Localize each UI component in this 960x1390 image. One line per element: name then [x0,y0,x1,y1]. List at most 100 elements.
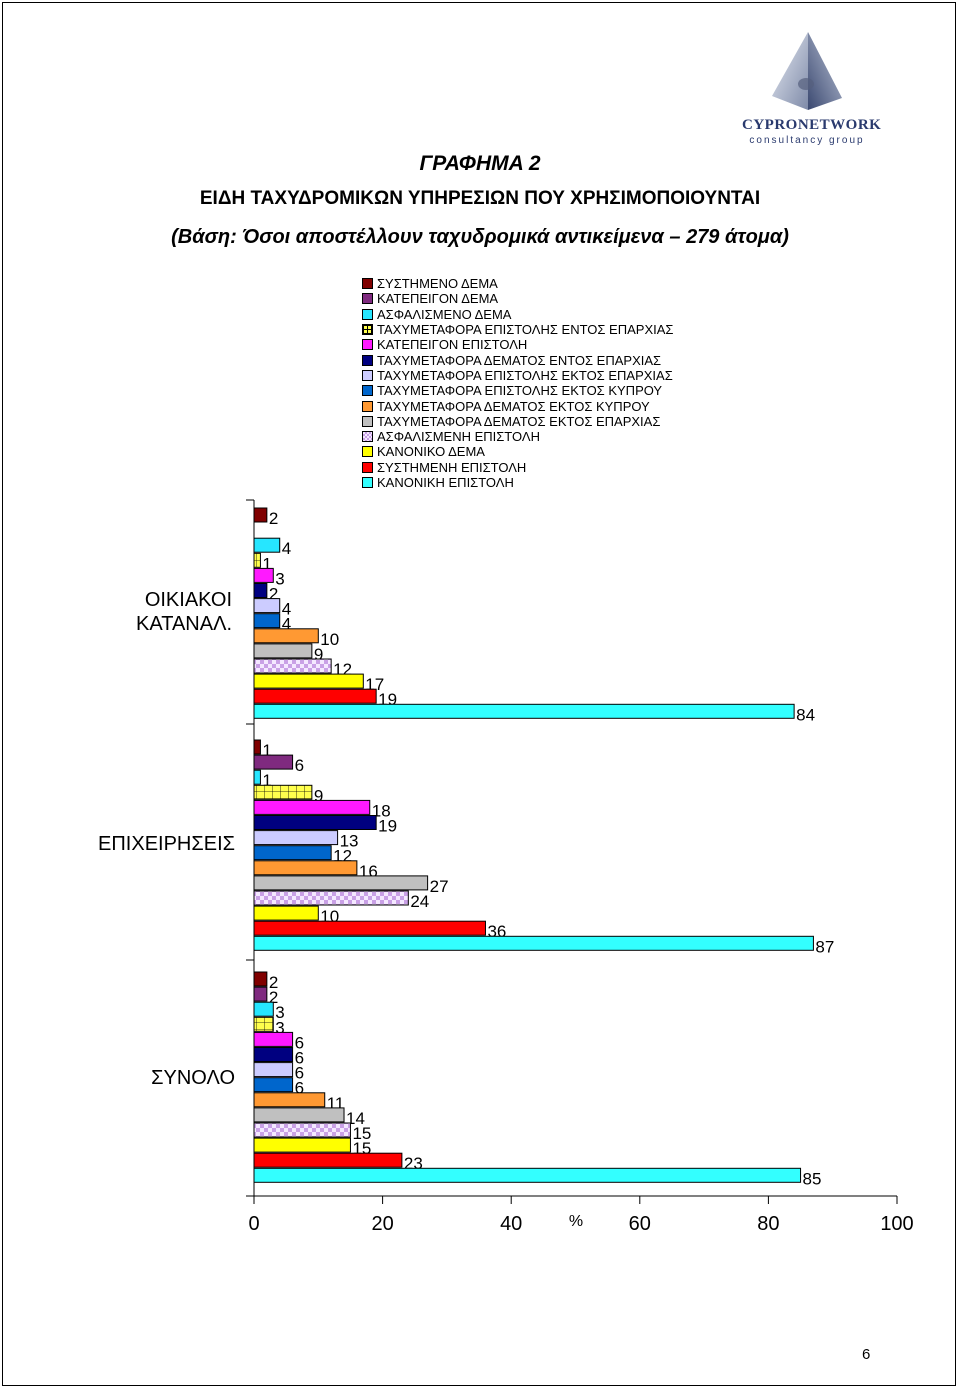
bar [253,1167,802,1183]
data-label: 3 [275,1018,284,1037]
x-tick-label: 0 [248,1213,259,1235]
chart-subtitle: (Βάση: Όσοι αποστέλλουν ταχυδρομικά αντι… [171,226,789,248]
logo-tagline: consultancy group [749,135,865,146]
data-label: 84 [796,705,815,724]
bar [253,583,268,598]
bar [253,1001,274,1017]
bar [253,1062,294,1078]
bar [253,1137,351,1153]
data-label: 87 [815,937,834,956]
cypronetwork-logo: CYPRONETWORK consultancy group [742,28,882,148]
legend-entry: ΚΑΤΕΠΕΙΓΟΝ ΔΕΜΑ [362,291,673,306]
data-label: 2 [269,585,278,604]
legend-label: ΚΑΤΕΠΕΙΓΟΝ ΔΕΜΑ [377,291,499,307]
data-label: 1 [262,771,271,790]
page-number: 6 [862,1346,871,1363]
x-tick-label: 80 [757,1213,779,1235]
data-label: 13 [340,832,359,851]
legend-label: ΑΣΦΑΛΙΣΜΕΝΟ ΔΕΜΑ [377,306,512,322]
legend-entry: ΑΣΦΑΛΙΣΜΕΝΗ ΕΠΙΣΤΟΛΗ [362,429,673,444]
legend-swatch [362,324,373,336]
legend-swatch [362,415,373,427]
legend-swatch [362,477,373,488]
legend-label: ΤΑΧΥΜΕΤΑΦΟΡΑ ΕΠΙΣΤΟΛΗΣ ΕΚΤΟΣ ΕΠΑΡΧΙΑΣ [377,367,673,383]
legend-entry: ΣΥΣΤΗΜΕΝΗ ΕΠΙΣΤΟΛΗ [362,460,673,475]
legend-label: ΑΣΦΑΛΙΣΜΕΝΗ ΕΠΙΣΤΟΛΗ [377,429,540,445]
legend-entry: ΚΑΤΕΠΕΙΓΟΝ ΕΠΙΣΤΟΛΗ [362,337,673,352]
bar [253,628,319,644]
data-label: 1 [262,554,271,573]
legend-label: ΣΥΣΤΗΜΕΝΗ ΕΠΙΣΤΟΛΗ [377,459,527,475]
legend-label: ΚΑΤΕΠΕΙΓΟΝ ΕΠΙΣΤΟΛΗ [377,337,528,353]
legend-swatch [362,369,373,381]
x-tick-label: 40 [500,1213,522,1235]
legend-entry: ΤΑΧΥΜΕΤΑΦΟΡΑ ΕΠΙΣΤΟΛΗΣ ΕΚΤΟΣ ΕΠΑΡΧΙΑΣ [362,368,673,383]
bar [253,552,261,568]
bar [253,875,429,891]
bar [253,845,332,861]
legend-label: ΣΥΣΤΗΜΕΝΟ ΔΕΜΑ [377,276,498,292]
bar [253,1016,274,1032]
legend-swatch [362,385,373,397]
bar [253,784,313,800]
legend-label: ΤΑΧΥΜΕΤΑΦΟΡΑ ΕΠΙΣΤΟΛΗΣ ΕΚΤΟΣ ΚΥΠΡΟΥ [377,383,663,399]
legend-swatch [362,339,373,351]
bar [253,598,281,614]
bar [253,1107,345,1123]
bar [253,643,313,659]
data-label: 2 [269,509,278,528]
legend-entry: ΤΑΧΥΜΕΤΑΦΟΡΑ ΕΠΙΣΤΟΛΗΣ ΕΝΤΟΣ ΕΠΑΡΧΙΑΣ [362,322,673,337]
legend-entry: ΤΑΧΥΜΕΤΑΦΟΡΑ ΕΠΙΣΤΟΛΗΣ ΕΚΤΟΣ ΚΥΠΡΟΥ [362,383,673,398]
bar [253,986,268,1002]
data-label: 6 [295,1049,304,1068]
legend-label: ΤΑΧΥΜΕΤΑΦΟΡΑ ΔΕΜΑΤΟΣ ΕΝΤΟΣ ΕΠΑΡΧΙΑΣ [377,352,662,368]
bar [253,537,281,553]
data-label: 2 [269,973,278,992]
bar [253,799,371,815]
bar [253,905,319,921]
data-label: 10 [320,630,339,649]
bar [253,890,409,906]
data-label: 6 [295,1033,304,1052]
data-label: 6 [295,756,304,775]
legend-entry: ΤΑΧΥΜΕΤΑΦΟΡΑ ΔΕΜΑΤΟΣ ΕΚΤΟΣ ΚΥΠΡΟΥ [362,398,673,414]
data-label: 6 [295,1079,304,1098]
legend-label: ΤΑΧΥΜΕΤΑΦΟΡΑ ΕΠΙΣΤΟΛΗΣ ΕΝΤΟΣ ΕΠΑΡΧΙΑΣ [377,322,674,338]
bar [253,815,377,830]
category-label: ΣΥΝΟΛΟ [151,1067,235,1089]
data-label: 4 [282,539,291,558]
bar [253,673,364,689]
data-label: 4 [282,600,291,619]
legend-entry: ΤΑΧΥΜΕΤΑΦΟΡΑ ΔΕΜΑΤΟΣ ΕΚΤΟΣ ΕΠΑΡΧΙΑΣ [362,414,673,429]
data-label: 85 [803,1169,822,1188]
bar [253,1152,403,1168]
bar [253,507,268,523]
legend-label: ΚΑΝΟΝΙΚΗ ΕΠΙΣΤΟΛΗ [377,475,514,490]
data-label: 3 [275,569,284,588]
legend-entry: ΚΑΝΟΝΙΚΟ ΔΕΜΑ [362,444,673,459]
data-label: 4 [282,615,291,634]
bar [253,971,268,987]
bar [253,830,339,846]
data-label: 1 [262,741,271,760]
figure-number: ΓΡΑΦΗΜΑ 2 [419,152,541,175]
logo-wordmark: CYPRONETWORK [742,117,882,133]
bar [253,658,332,674]
bar [253,1092,326,1108]
bar [253,1077,294,1093]
bar [253,1122,351,1138]
legend-swatch [362,308,373,320]
data-label: 6 [295,1064,304,1083]
legend-label: ΚΑΝΟΝΙΚΟ ΔΕΜΑ [377,444,485,460]
legend-swatch [362,293,373,305]
bar [253,769,261,785]
data-label: 9 [314,786,323,805]
data-label: 9 [314,645,323,664]
bar [253,613,281,629]
legend-entry: ΑΣΦΑΛΙΣΜΕΝΟ ΔΕΜΑ [362,307,673,322]
x-tick-label: 100 [880,1213,913,1235]
category-label: ΕΠΙΧΕΙΡΗΣΕΙΣ [98,833,235,855]
data-label: 3 [275,1003,284,1022]
